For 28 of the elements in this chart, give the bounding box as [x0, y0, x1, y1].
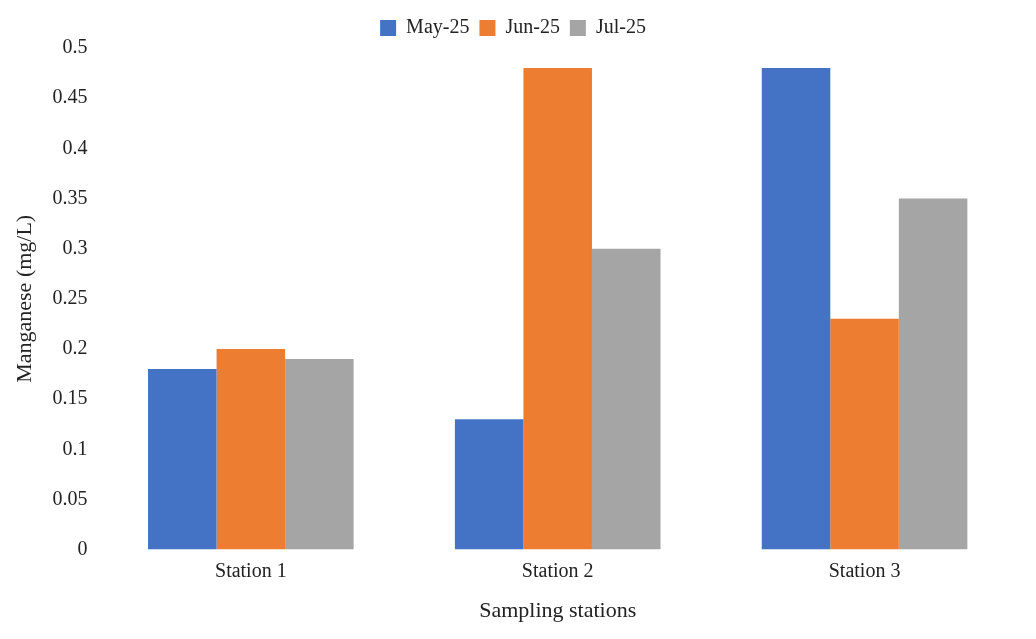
y-tick-label: 0: [77, 536, 88, 559]
y-axis-title: Manganese (mg/L): [10, 214, 36, 383]
bar: [761, 68, 831, 550]
y-tick-label: 0.4: [62, 135, 88, 158]
y-tick-label: 0.15: [52, 386, 88, 409]
legend-label: Jun-25: [505, 15, 560, 38]
y-tick-label: 0.35: [52, 185, 88, 208]
y-tick-label: 0.45: [52, 85, 88, 108]
y-tick-label: 0.2: [62, 336, 88, 359]
bar: [216, 348, 286, 550]
x-axis-title: Sampling stations: [479, 596, 637, 622]
y-tick-label: 0.3: [62, 235, 88, 258]
bar: [523, 68, 592, 550]
legend-label: May-25: [406, 15, 470, 39]
bar: [454, 419, 524, 550]
bar: [830, 318, 899, 550]
legend-label: Jul-25: [595, 15, 646, 38]
bar: [591, 248, 661, 550]
x-tick-label: Station 2: [521, 558, 594, 581]
y-tick-label: 0.25: [52, 286, 88, 309]
x-tick-label: Station 3: [828, 558, 901, 581]
bar: [898, 198, 968, 550]
y-tick-label: 0.05: [52, 486, 88, 509]
y-tick-label: 0.5: [62, 35, 88, 58]
y-tick-label: 0.1: [62, 436, 88, 459]
x-tick-label: Station 1: [215, 558, 287, 581]
bar: [148, 369, 217, 550]
bar: [285, 358, 354, 550]
